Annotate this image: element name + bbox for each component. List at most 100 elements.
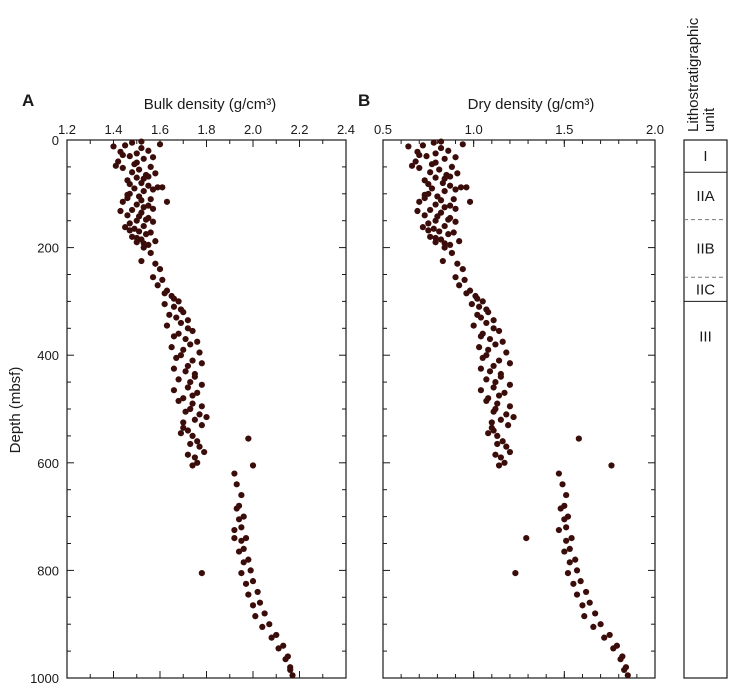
data-point [261, 610, 268, 617]
x-tick-label: 1.0 [465, 122, 483, 137]
data-point [437, 197, 445, 204]
x-tick-label: 2.0 [646, 122, 664, 137]
data-point [421, 195, 428, 202]
data-point [499, 338, 506, 345]
data-point [501, 459, 508, 466]
data-point [147, 229, 154, 236]
data-point [486, 335, 494, 343]
data-point [463, 290, 470, 297]
data-point [177, 430, 185, 437]
data-point [117, 207, 124, 215]
data-point [194, 338, 201, 345]
data-point [486, 368, 494, 375]
data-point [189, 432, 196, 439]
data-point [266, 621, 273, 628]
data-point [180, 424, 187, 431]
data-point [252, 613, 259, 620]
data-point [505, 422, 512, 429]
data-point [497, 416, 504, 423]
data-point [427, 233, 434, 240]
data-point [506, 403, 514, 410]
data-point [196, 349, 203, 356]
data-point [133, 239, 140, 246]
data-point [280, 642, 287, 649]
data-point [457, 184, 465, 191]
data-point [448, 163, 456, 170]
y-tick-label: 1000 [30, 671, 59, 686]
data-point [154, 282, 161, 289]
data-point [573, 591, 581, 598]
data-point [194, 459, 201, 466]
data-point [187, 341, 194, 348]
data-point [249, 462, 257, 469]
data-point [555, 470, 562, 477]
data-point [499, 438, 506, 445]
data-point [175, 330, 182, 337]
data-point [564, 569, 572, 577]
data-point [273, 631, 280, 639]
data-point [133, 150, 140, 157]
data-point [490, 362, 497, 370]
data-point [439, 257, 446, 265]
data-point [454, 170, 461, 177]
data-point [577, 578, 584, 585]
panel-b-x-axis-title: Dry density (g/cm³) [468, 96, 595, 113]
data-point [184, 451, 191, 458]
data-point [483, 397, 490, 405]
data-point [416, 198, 423, 205]
data-point [238, 491, 245, 499]
data-point [180, 346, 187, 353]
data-point [182, 408, 189, 415]
data-point [166, 311, 173, 318]
data-point [474, 295, 481, 302]
data-point [432, 234, 439, 242]
data-point [233, 505, 240, 512]
data-point [247, 567, 254, 574]
data-point [452, 154, 459, 161]
data-point [182, 335, 189, 343]
data-point [488, 419, 495, 426]
data-point [495, 357, 503, 364]
y-tick-label: 800 [37, 563, 59, 578]
data-point [149, 274, 157, 281]
data-point [452, 186, 459, 193]
data-point [133, 174, 140, 181]
data-point [610, 645, 617, 652]
data-point [419, 224, 426, 231]
data-point [198, 403, 205, 410]
data-point [459, 141, 466, 148]
data-point [156, 141, 164, 148]
depth-axis-title: Depth (mbsf) [7, 367, 24, 454]
data-point [495, 462, 503, 469]
data-point [575, 435, 582, 442]
data-point [133, 159, 140, 166]
data-point [490, 384, 497, 391]
data-point [289, 672, 296, 679]
data-point [240, 545, 247, 552]
data-point [492, 341, 499, 348]
data-point [191, 370, 198, 378]
data-point [568, 535, 575, 542]
data-point [563, 524, 570, 531]
data-point [161, 290, 168, 297]
data-point [142, 231, 150, 238]
data-point [432, 150, 439, 157]
data-point [140, 155, 147, 162]
data-point [430, 139, 437, 146]
data-point [461, 276, 468, 283]
data-point [523, 535, 530, 542]
data-point [445, 147, 452, 154]
data-point [110, 143, 117, 150]
data-point [187, 405, 194, 413]
lith-unit-label: IIB [696, 240, 714, 257]
data-point [470, 322, 477, 329]
data-point [249, 602, 257, 609]
lith-unit-label: I [703, 148, 707, 165]
data-point [441, 204, 448, 211]
data-point [119, 164, 126, 172]
data-point [175, 397, 182, 405]
data-point [126, 220, 133, 227]
data-point [563, 491, 570, 499]
data-point [152, 170, 159, 177]
data-point [561, 516, 568, 523]
